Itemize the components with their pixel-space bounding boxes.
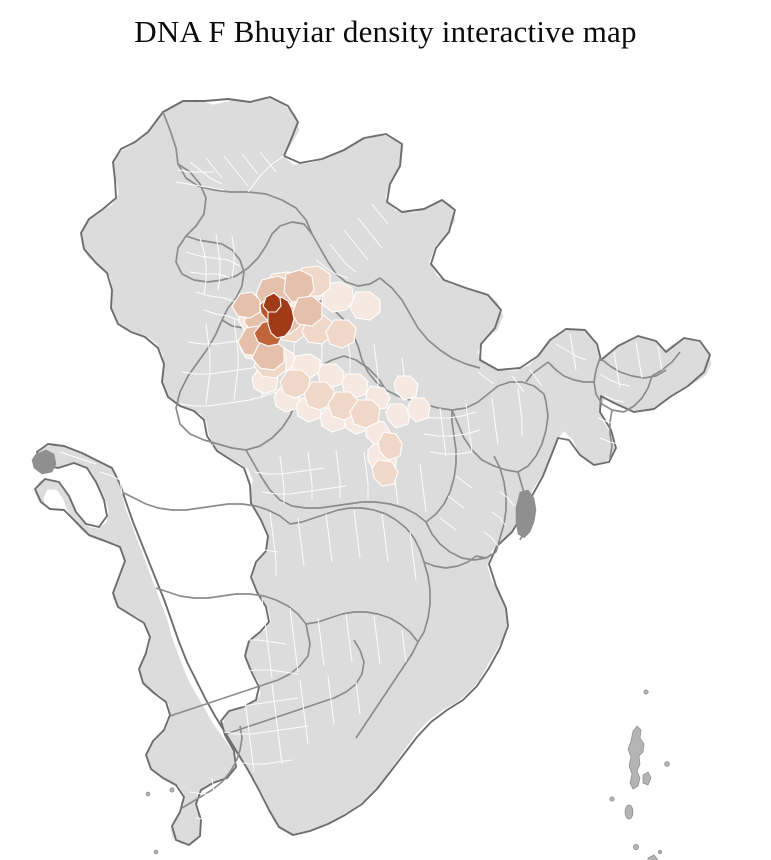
andaman-nicobar-islands bbox=[609, 689, 670, 860]
district-boundaries bbox=[59, 151, 663, 827]
lakshadweep-islands bbox=[145, 787, 175, 855]
region-tier-very-high[interactable] bbox=[262, 292, 295, 339]
page-title: DNA F Bhuyiar density interactive map bbox=[134, 14, 637, 49]
map-landmass-group bbox=[31, 96, 713, 860]
dark-coastal-areas bbox=[31, 449, 537, 539]
india-choropleth-map[interactable]: .base { fill:#dcdcdc; stroke:#ffffff; st… bbox=[0, 52, 771, 860]
india-outer-outline bbox=[34, 96, 711, 846]
india-map-svg[interactable]: .base { fill:#dcdcdc; stroke:#ffffff; st… bbox=[0, 52, 771, 860]
